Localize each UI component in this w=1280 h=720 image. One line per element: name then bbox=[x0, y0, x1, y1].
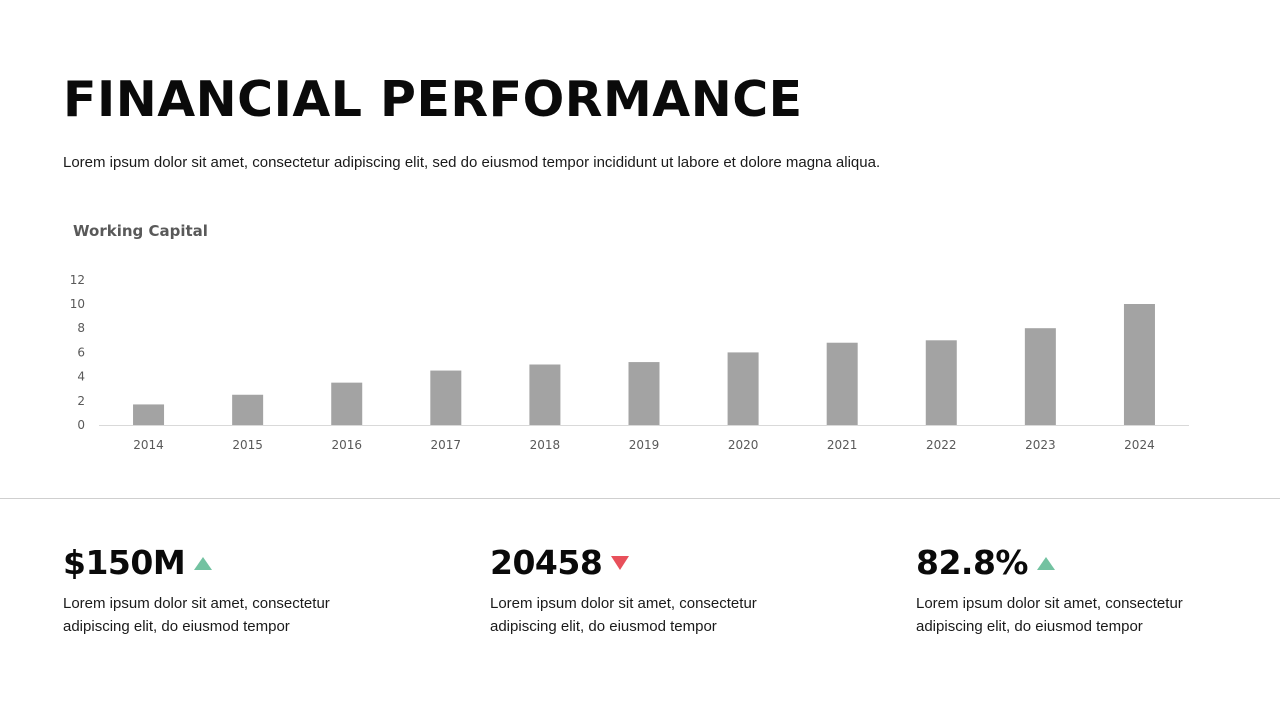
x-tick-label: 2015 bbox=[232, 438, 263, 452]
x-tick-label: 2021 bbox=[827, 438, 858, 452]
trend-up-icon bbox=[1037, 556, 1055, 570]
bar-2014 bbox=[133, 404, 165, 425]
chart-title: Working Capital bbox=[73, 222, 208, 240]
x-tick-label: 2019 bbox=[629, 438, 660, 452]
stat-description: Lorem ipsum dolor sit amet, consectetur … bbox=[63, 595, 330, 635]
page-subtitle: Lorem ipsum dolor sit amet, consectetur … bbox=[63, 154, 881, 171]
x-tick-label: 2016 bbox=[331, 438, 362, 452]
bar-2015 bbox=[232, 394, 264, 425]
x-tick-label: 2024 bbox=[1124, 438, 1155, 452]
page-title: FINANCIAL PERFORMANCE bbox=[63, 71, 803, 128]
y-tick-label: 8 bbox=[77, 321, 85, 335]
stat-value: $150M bbox=[63, 542, 186, 582]
bar-2024 bbox=[1123, 304, 1155, 425]
bar-2023 bbox=[1024, 328, 1056, 425]
x-tick-label: 2022 bbox=[926, 438, 957, 452]
stat-value: 20458 bbox=[490, 542, 603, 582]
stat-description: Lorem ipsum dolor sit amet, consectetur … bbox=[490, 595, 757, 635]
trend-down-icon bbox=[611, 556, 630, 570]
y-tick-label: 10 bbox=[70, 297, 85, 311]
x-tick-label: 2017 bbox=[431, 438, 462, 452]
x-tick-label: 2023 bbox=[1025, 438, 1056, 452]
stat-card-percentage: 82.8% Lorem ipsum dolor sit amet, consec… bbox=[916, 540, 1236, 638]
y-tick-label: 4 bbox=[77, 370, 85, 384]
section-divider bbox=[0, 498, 1280, 499]
trend-up-icon bbox=[194, 556, 213, 570]
bar-2016 bbox=[331, 382, 363, 425]
y-tick-label: 2 bbox=[77, 394, 85, 408]
bar-2020 bbox=[727, 352, 759, 425]
x-tick-label: 2018 bbox=[530, 438, 561, 452]
y-tick-label: 0 bbox=[77, 418, 85, 432]
bar-2019 bbox=[628, 362, 660, 425]
stat-description: Lorem ipsum dolor sit amet, consectetur … bbox=[916, 595, 1183, 635]
working-capital-chart: 0 2 4 6 8 10 12 2014 2015 2016 2017 2018 2019 2020 202… bbox=[70, 273, 1189, 452]
bar-2017 bbox=[430, 370, 462, 425]
y-tick-label: 6 bbox=[77, 345, 85, 359]
x-tick-label: 2014 bbox=[133, 438, 164, 452]
bar-2021 bbox=[826, 342, 858, 425]
stat-value: 82.8% bbox=[916, 542, 1029, 582]
x-tick-label: 2020 bbox=[728, 438, 759, 452]
stat-card-count: 20458 Lorem ipsum dolor sit amet, consec… bbox=[490, 540, 810, 638]
bar-2022 bbox=[925, 340, 957, 425]
y-tick-label: 12 bbox=[70, 273, 85, 287]
bar-2018 bbox=[529, 364, 561, 425]
stat-card-revenue: $150M Lorem ipsum dolor sit amet, consec… bbox=[63, 540, 383, 638]
